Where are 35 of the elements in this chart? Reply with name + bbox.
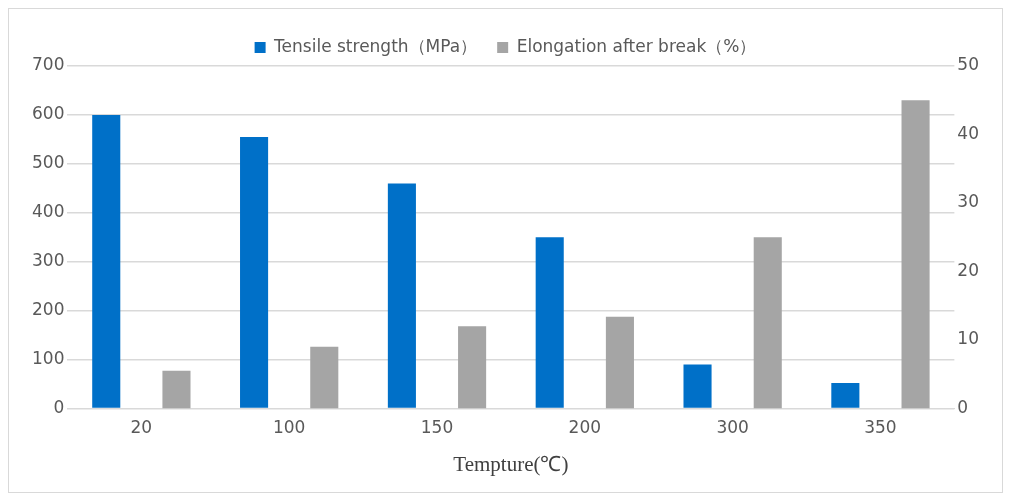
bar bbox=[535, 237, 564, 408]
y-tick-label: 400 bbox=[31, 201, 65, 222]
bar bbox=[240, 136, 269, 408]
y2-tick-label: 40 bbox=[957, 122, 980, 143]
x-axis-title: Tempture(℃) bbox=[453, 451, 569, 476]
bar bbox=[753, 237, 782, 409]
x-tick-label: 350 bbox=[864, 417, 897, 438]
y-tick-label: 200 bbox=[31, 298, 65, 319]
y-tick-label: 500 bbox=[31, 152, 65, 173]
x-tick-label: 100 bbox=[272, 417, 306, 438]
bar bbox=[831, 382, 860, 408]
bar bbox=[901, 100, 930, 409]
y2-tick-label: 30 bbox=[957, 191, 980, 212]
y-tick-label: 0 bbox=[53, 396, 65, 417]
bar bbox=[310, 346, 339, 409]
x-tick-label: 200 bbox=[568, 417, 602, 438]
y-tick-label: 700 bbox=[31, 54, 65, 75]
y2-tick-label: 50 bbox=[957, 54, 980, 75]
y2-tick-label: 20 bbox=[957, 259, 980, 280]
bar bbox=[458, 326, 487, 409]
x-tick-label: 300 bbox=[716, 417, 749, 438]
bar bbox=[605, 316, 634, 409]
bar bbox=[92, 114, 121, 408]
legend-label: Tensile strength（MPa） bbox=[273, 35, 478, 56]
x-tick-label: 20 bbox=[130, 417, 153, 438]
bar bbox=[387, 183, 416, 408]
y2-tick-label: 10 bbox=[957, 328, 980, 349]
y-tick-label: 100 bbox=[31, 347, 65, 368]
legend-label: Elongation after break（%） bbox=[516, 35, 757, 56]
y-tick-label: 300 bbox=[31, 250, 65, 271]
x-tick-label: 150 bbox=[420, 417, 454, 438]
y2-tick-label: 0 bbox=[957, 396, 969, 417]
bar bbox=[683, 364, 712, 408]
y-tick-label: 600 bbox=[31, 103, 65, 124]
bar bbox=[162, 370, 191, 409]
